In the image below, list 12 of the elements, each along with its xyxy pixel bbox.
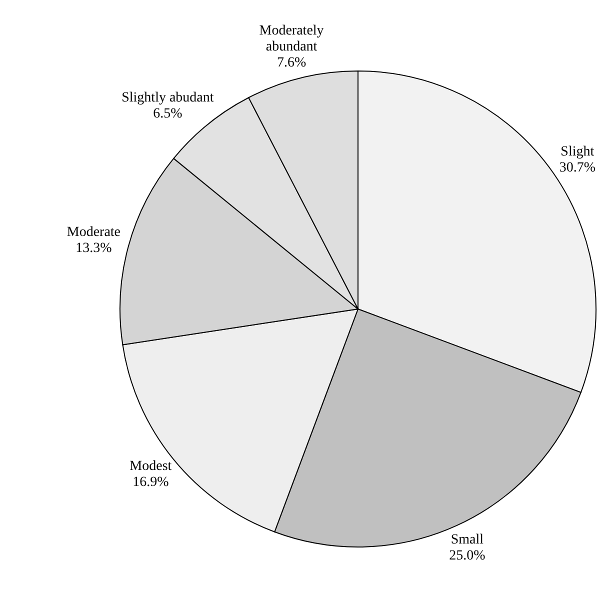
- data-label: 16.9%: [132, 475, 170, 490]
- slice-label: Slight: [560, 144, 594, 160]
- slice-label: Small: [450, 532, 484, 548]
- data-label: 7.6%: [276, 56, 306, 71]
- data-label: 30.7%: [559, 160, 596, 176]
- data-label: 6.5%: [153, 106, 183, 122]
- slice-label: Modest: [130, 459, 172, 474]
- data-label: 13.3%: [76, 240, 112, 256]
- slice-label: Slightly abudant: [122, 90, 214, 106]
- slice-label: Moderate: [66, 224, 121, 240]
- slice-label: Moderately abundant: [259, 24, 324, 55]
- data-label: 25.0%: [449, 548, 486, 564]
